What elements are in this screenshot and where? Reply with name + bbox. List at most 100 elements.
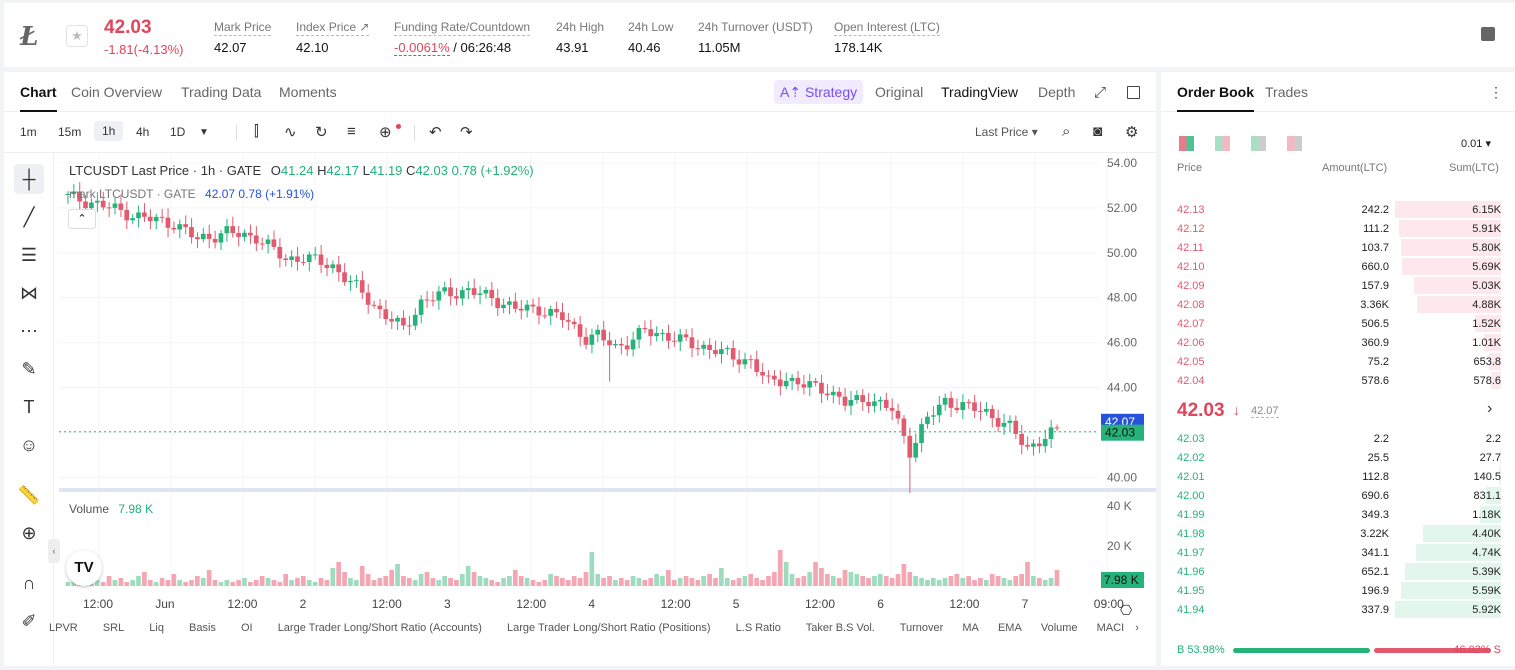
redo-icon[interactable]: ↷ bbox=[460, 124, 473, 141]
settings-gear-icon[interactable]: ⚙ bbox=[1125, 124, 1139, 141]
interval-1m[interactable]: 1m bbox=[20, 125, 37, 139]
bid-row[interactable]: 41.97 341.1 4.74K bbox=[1161, 543, 1515, 562]
view-depth[interactable]: Depth bbox=[1038, 84, 1076, 100]
interval-dropdown-icon[interactable]: ▼ bbox=[199, 127, 209, 138]
bid-row[interactable]: 42.02 25.5 27.7 bbox=[1161, 448, 1515, 467]
interval-1d[interactable]: 1D bbox=[170, 125, 186, 139]
bids-only-view-icon[interactable] bbox=[1251, 136, 1266, 151]
view-tradingview[interactable]: TradingView bbox=[941, 84, 1019, 100]
interval-15m[interactable]: 15m bbox=[58, 125, 82, 139]
asks-only-view-icon[interactable] bbox=[1287, 136, 1302, 151]
strategy-button[interactable]: A⇡ Strategy bbox=[774, 80, 864, 104]
indicator-item[interactable]: Volume bbox=[1040, 622, 1078, 634]
interval-1h[interactable]: 1h bbox=[94, 121, 124, 141]
stat-label[interactable]: Funding Rate/Countdown bbox=[394, 20, 531, 36]
lock-draw-icon[interactable]: ✐ bbox=[21, 611, 37, 631]
chevron-right-icon[interactable]: › bbox=[1487, 400, 1493, 417]
indicator-item[interactable]: Basis bbox=[189, 622, 216, 634]
indicator-item[interactable]: Large Trader Long/Short Ratio (Positions… bbox=[506, 622, 711, 634]
interval-4h[interactable]: 4h bbox=[136, 125, 150, 139]
stat-label[interactable]: Open Interest (LTC) bbox=[834, 20, 940, 36]
zoom-in-icon[interactable]: ⊕ bbox=[21, 523, 37, 543]
candle-body bbox=[595, 329, 601, 335]
volume-bar bbox=[719, 568, 724, 586]
fullscreen-icon[interactable] bbox=[1127, 86, 1140, 99]
ruler-icon[interactable]: 📏 bbox=[17, 485, 41, 505]
collapse-legend-button[interactable]: ⌃ bbox=[68, 209, 96, 229]
camera-icon[interactable]: ◙ bbox=[1093, 123, 1103, 140]
bid-row[interactable]: 41.94 337.9 5.92K bbox=[1161, 600, 1515, 619]
replay-icon[interactable]: ↻ bbox=[315, 124, 328, 141]
book-icon[interactable] bbox=[1481, 27, 1495, 41]
tab-chart[interactable]: Chart bbox=[20, 84, 57, 112]
tab-moments[interactable]: Moments bbox=[279, 84, 337, 100]
horizontal-lines-icon[interactable]: ☰ bbox=[20, 245, 38, 265]
precision-select[interactable]: 0.01 ▾ bbox=[1461, 138, 1491, 150]
bid-row[interactable]: 42.00 690.6 831.1 bbox=[1161, 486, 1515, 505]
bid-row[interactable]: 41.98 3.22K 4.40K bbox=[1161, 524, 1515, 543]
price-type-select[interactable]: Last Price ▾ bbox=[975, 125, 1038, 139]
indicator-item[interactable]: OI bbox=[241, 622, 253, 634]
stat-label[interactable]: Mark Price bbox=[214, 20, 272, 36]
row-sum: 831.1 bbox=[1473, 490, 1501, 503]
stat-label[interactable]: Index Price ↗ bbox=[296, 20, 370, 36]
bid-row[interactable]: 41.95 196.9 5.59K bbox=[1161, 581, 1515, 600]
template-icon[interactable]: ≡ bbox=[347, 123, 356, 140]
ask-row[interactable]: 42.13 242.2 6.15K bbox=[1161, 200, 1515, 219]
tab-trading-data[interactable]: Trading Data bbox=[181, 84, 262, 100]
ask-row[interactable]: 42.12 111.2 5.91K bbox=[1161, 219, 1515, 238]
ask-row[interactable]: 42.08 3.36K 4.88K bbox=[1161, 295, 1515, 314]
tab-trades[interactable]: Trades bbox=[1265, 84, 1309, 100]
indicator-item[interactable]: Taker B.S Vol. bbox=[805, 622, 875, 634]
search-icon[interactable]: ⌕ bbox=[1062, 123, 1071, 140]
indicator-item[interactable]: LPVR bbox=[49, 622, 78, 634]
text-tool-icon[interactable]: T bbox=[23, 397, 35, 417]
expand-icon[interactable]: ⤢ bbox=[1094, 84, 1107, 101]
magnet-icon[interactable]: ∩ bbox=[22, 573, 36, 593]
split-view-icon[interactable] bbox=[1215, 136, 1230, 151]
view-original[interactable]: Original bbox=[875, 84, 924, 100]
ask-row[interactable]: 42.11 103.7 5.80K bbox=[1161, 238, 1515, 257]
candle-type-icon[interactable]: ⫿ bbox=[254, 123, 259, 140]
indicator-item[interactable]: MACI bbox=[1096, 622, 1125, 634]
bid-row[interactable]: 41.96 652.1 5.39K bbox=[1161, 562, 1515, 581]
reset-chart-icon[interactable]: ⎔ bbox=[1120, 602, 1133, 618]
indicator-item[interactable]: SRL bbox=[102, 622, 125, 634]
fib-icon[interactable]: ⋯ bbox=[20, 321, 38, 341]
crosshair-icon[interactable]: ┼ bbox=[14, 164, 44, 194]
indicator-item[interactable]: Turnover bbox=[899, 622, 944, 634]
both-sides-view-icon[interactable] bbox=[1179, 136, 1194, 151]
candle-body bbox=[789, 377, 795, 381]
ask-row[interactable]: 42.05 75.2 653.8 bbox=[1161, 352, 1515, 371]
undo-icon[interactable]: ↶ bbox=[429, 124, 442, 141]
alert-add-icon[interactable]: ⊕ bbox=[379, 124, 392, 141]
mid-mark-price[interactable]: 42.07 bbox=[1251, 405, 1279, 418]
favorite-star-icon[interactable]: ★ bbox=[66, 25, 88, 47]
scroll-right-icon[interactable]: › bbox=[1135, 622, 1139, 634]
emoji-icon[interactable]: ☺ bbox=[19, 435, 39, 455]
indicators-icon[interactable]: ∿ bbox=[284, 124, 297, 141]
ask-row[interactable]: 42.04 578.6 578.6 bbox=[1161, 371, 1515, 390]
indicator-item[interactable]: EMA bbox=[997, 622, 1022, 634]
indicator-item[interactable]: MA bbox=[962, 622, 979, 634]
tradingview-logo-icon[interactable]: TV bbox=[66, 550, 102, 586]
bid-row[interactable]: 41.99 349.3 1.18K bbox=[1161, 505, 1515, 524]
brush-icon[interactable]: ✎ bbox=[21, 359, 37, 379]
time-tick-label: 7 bbox=[1022, 597, 1029, 611]
ask-row[interactable]: 42.07 506.5 1.52K bbox=[1161, 314, 1515, 333]
tab-order-book[interactable]: Order Book bbox=[1177, 84, 1255, 112]
candlestick-chart[interactable]: 54.0052.0050.0048.0046.0044.0042.0040.00… bbox=[59, 154, 1156, 666]
indicator-item[interactable]: L.S Ratio bbox=[735, 622, 781, 634]
ask-row[interactable]: 42.06 360.9 1.01K bbox=[1161, 333, 1515, 352]
tab-coin-overview[interactable]: Coin Overview bbox=[71, 84, 163, 100]
ask-row[interactable]: 42.10 660.0 5.69K bbox=[1161, 257, 1515, 276]
bid-row[interactable]: 42.03 2.2 2.2 bbox=[1161, 429, 1515, 448]
pattern-icon[interactable]: ⋈ bbox=[20, 283, 38, 303]
indicator-item[interactable]: Liq bbox=[149, 622, 164, 634]
ask-row[interactable]: 42.09 157.9 5.03K bbox=[1161, 276, 1515, 295]
more-options-icon[interactable]: ⋮ bbox=[1489, 84, 1503, 100]
indicator-item[interactable]: Large Trader Long/Short Ratio (Accounts) bbox=[277, 622, 482, 634]
bid-row[interactable]: 42.01 112.8 140.5 bbox=[1161, 467, 1515, 486]
trendline-icon[interactable]: ╱ bbox=[23, 207, 35, 227]
scroll-left-handle[interactable]: ‹ bbox=[48, 539, 60, 563]
